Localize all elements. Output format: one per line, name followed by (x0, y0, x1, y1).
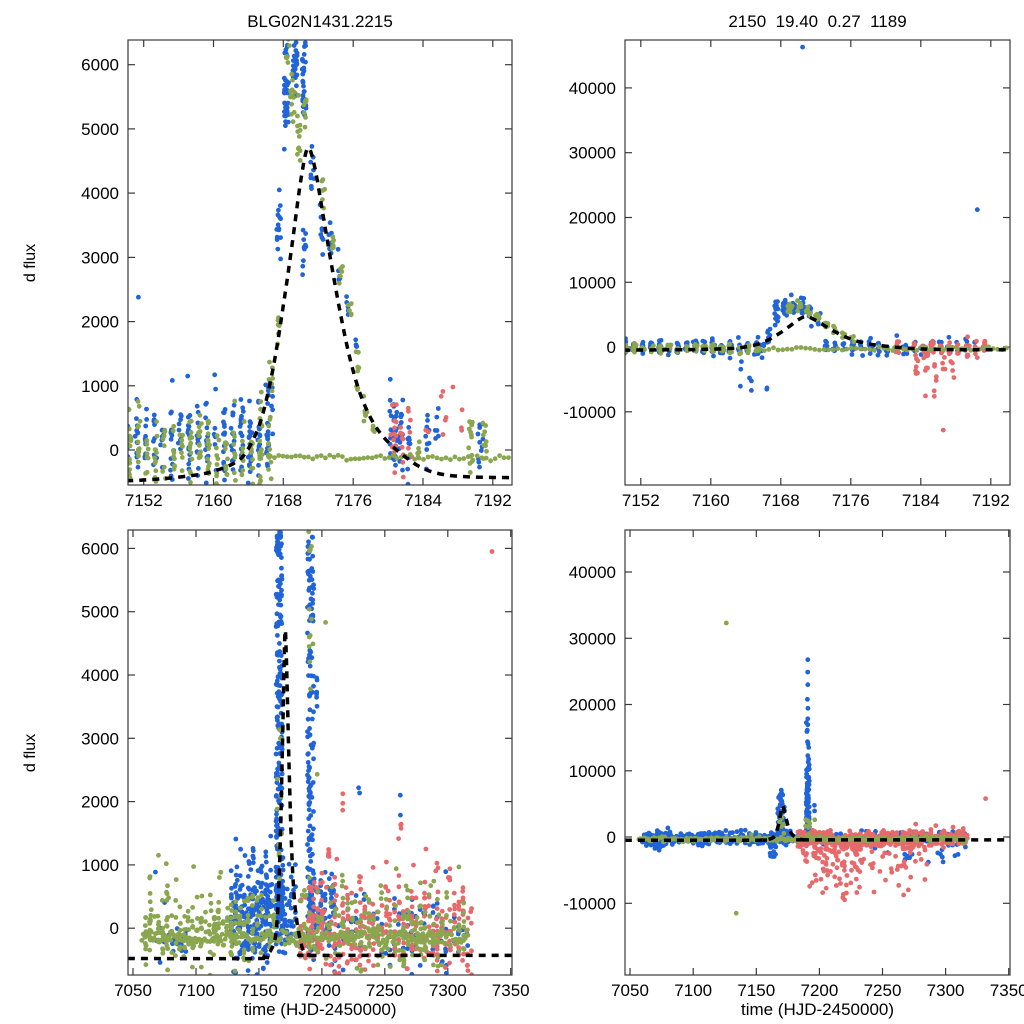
series-green-top-right (625, 298, 1009, 357)
svg-text:-10000: -10000 (563, 403, 616, 422)
svg-text:7184: 7184 (902, 491, 940, 510)
series-red-bottom-right (795, 796, 988, 903)
x-axis-label-bottom-left: time (HJD-2450000) (243, 1000, 397, 1019)
svg-text:0: 0 (607, 338, 616, 357)
svg-text:7152: 7152 (622, 491, 660, 510)
svg-text:6000: 6000 (81, 56, 119, 75)
svg-text:7176: 7176 (334, 491, 372, 510)
svg-text:5000: 5000 (81, 120, 119, 139)
svg-text:6000: 6000 (81, 539, 119, 558)
axis-ticks-bottom-left (128, 530, 512, 975)
x-axis-label-bottom-right: time (HJD-2450000) (740, 1000, 895, 1019)
svg-text:2000: 2000 (81, 313, 119, 332)
series-green-top-left (128, 40, 511, 485)
svg-text:7050: 7050 (611, 981, 649, 1000)
svg-text:7200: 7200 (303, 981, 341, 1000)
svg-text:7250: 7250 (864, 981, 902, 1000)
series-blue-top-right (625, 44, 980, 393)
svg-text:1000: 1000 (81, 377, 119, 396)
svg-text:7152: 7152 (125, 491, 163, 510)
model-curve-bottom-left (128, 628, 512, 961)
series-red-top-right (893, 334, 988, 433)
y-tick-labels-bottom-left: 0 1000 2000 3000 4000 5000 6000 (81, 539, 119, 938)
svg-text:7150: 7150 (240, 981, 278, 1000)
svg-text:30000: 30000 (569, 629, 616, 648)
svg-text:7350: 7350 (990, 981, 1024, 1000)
svg-text:7192: 7192 (474, 491, 512, 510)
svg-text:7100: 7100 (177, 981, 215, 1000)
svg-text:7350: 7350 (492, 981, 530, 1000)
svg-text:3000: 3000 (81, 729, 119, 748)
axis-ticks-top-right (625, 40, 1010, 485)
panel-bottom-left: 7050 7100 7150 7200 7250 7300 7350 0 1000 2000 300… (81, 529, 530, 1000)
series-red-top-left (388, 384, 465, 480)
svg-text:7050: 7050 (114, 981, 152, 1000)
y-axis-label-bottom: d flux (22, 733, 39, 773)
axis-ticks-bottom-right (625, 530, 1010, 975)
panel-top-left: 7152 7160 7168 7176 7184 7192 0 1000 2000 3000 400… (81, 39, 513, 510)
panel-title-top-right: 2150 19.40 0.27 1189 (728, 12, 907, 31)
data-area-bottom-left (128, 530, 512, 975)
plot-frame-bottom-right (624, 529, 1011, 976)
svg-text:0: 0 (110, 919, 119, 938)
svg-text:7150: 7150 (737, 981, 775, 1000)
model-curve-top-left (128, 146, 511, 483)
svg-text:7100: 7100 (674, 981, 712, 1000)
svg-text:10000: 10000 (569, 762, 616, 781)
svg-text:5000: 5000 (81, 603, 119, 622)
model-curve-bottom-right (625, 804, 1010, 842)
plot-frame-top-right (624, 39, 1011, 486)
series-green-bottom-left (139, 530, 471, 975)
svg-text:20000: 20000 (569, 209, 616, 228)
data-area-top-left (128, 40, 511, 485)
svg-text:7160: 7160 (692, 491, 730, 510)
data-area-bottom-right (625, 620, 1010, 916)
svg-text:4000: 4000 (81, 666, 119, 685)
svg-text:40000: 40000 (569, 79, 616, 98)
panel-title-top-left: BLG02N1431.2215 (247, 12, 393, 31)
svg-text:7184: 7184 (404, 491, 442, 510)
svg-text:7168: 7168 (264, 491, 302, 510)
y-tick-labels-top-right: -10000 0 10000 20000 30000 40000 (563, 79, 616, 422)
svg-text:20000: 20000 (569, 696, 616, 715)
svg-text:7176: 7176 (832, 491, 870, 510)
x-tick-labels-top-left: 7152 7160 7168 7176 7184 7192 (125, 491, 512, 510)
y-tick-labels-bottom-right: -10000 0 10000 20000 30000 40000 (563, 563, 616, 913)
svg-text:10000: 10000 (569, 273, 616, 292)
svg-text:2000: 2000 (81, 793, 119, 812)
svg-text:3000: 3000 (81, 248, 119, 267)
plot-frame-top-left (127, 39, 513, 486)
svg-text:1000: 1000 (81, 856, 119, 875)
panel-top-right: 7152 7160 7168 7176 7184 7192 -10000 0 10000 2000… (563, 39, 1011, 510)
data-area-top-right (625, 44, 1009, 433)
axis-ticks-top-left (128, 40, 512, 485)
svg-text:7160: 7160 (195, 491, 233, 510)
svg-text:7300: 7300 (429, 981, 467, 1000)
plot-frame-bottom-left (127, 529, 513, 976)
svg-text:7250: 7250 (366, 981, 404, 1000)
svg-text:7192: 7192 (972, 491, 1010, 510)
svg-text:-10000: -10000 (563, 894, 616, 913)
x-tick-labels-top-right: 7152 7160 7168 7176 7184 7192 (622, 491, 1010, 510)
x-tick-labels-bottom-left: 7050 7100 7150 7200 7250 7300 7350 (114, 981, 530, 1000)
svg-text:7200: 7200 (800, 981, 838, 1000)
svg-text:0: 0 (607, 828, 616, 847)
panel-bottom-right: 7050 7100 7150 7200 7250 7300 7350 -10000 0 10000… (563, 529, 1024, 1000)
svg-text:40000: 40000 (569, 563, 616, 582)
model-curve-top-right (625, 314, 1009, 352)
svg-text:30000: 30000 (569, 144, 616, 163)
y-tick-labels-top-left: 0 1000 2000 3000 4000 5000 6000 (81, 56, 119, 460)
x-tick-labels-bottom-right: 7050 7100 7150 7200 7250 7300 7350 (611, 981, 1024, 1000)
svg-text:4000: 4000 (81, 184, 119, 203)
svg-text:7300: 7300 (927, 981, 965, 1000)
svg-text:7168: 7168 (762, 491, 800, 510)
series-green-bottom-right (636, 620, 969, 916)
svg-text:0: 0 (110, 441, 119, 460)
y-axis-label-top: d flux (22, 243, 39, 283)
